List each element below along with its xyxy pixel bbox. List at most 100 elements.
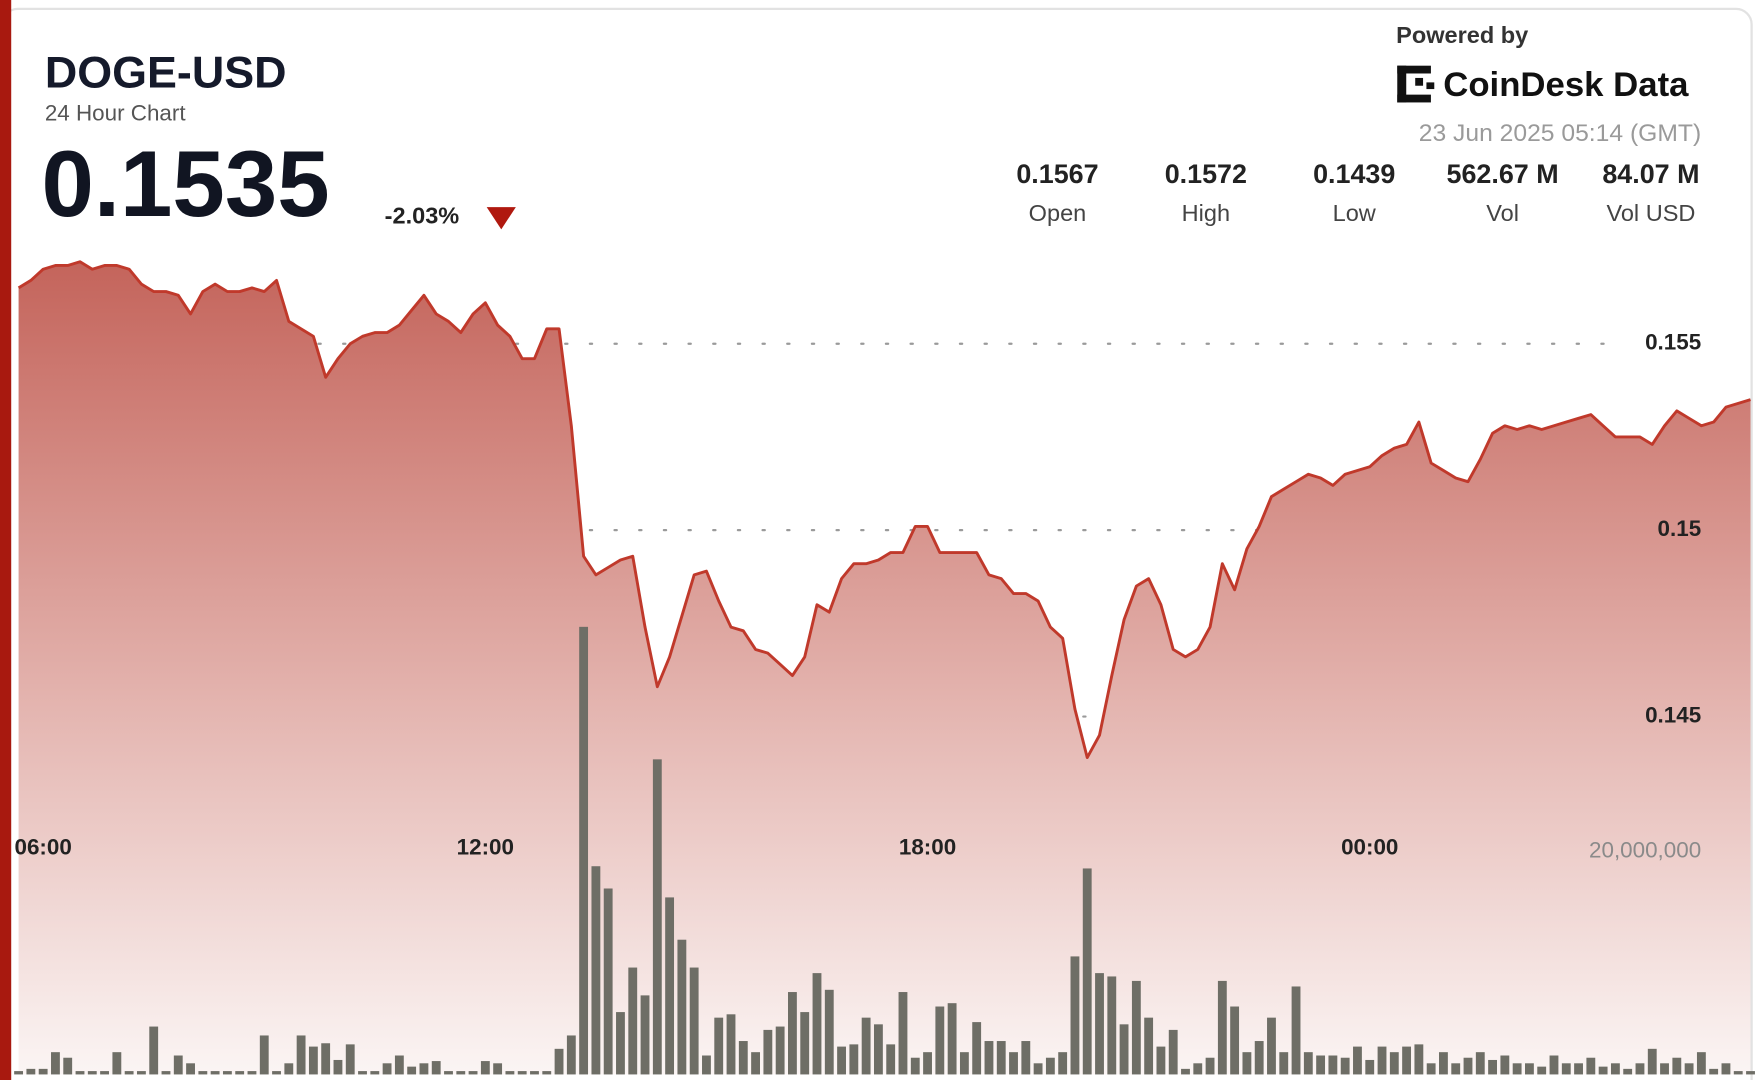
volume-bar (382, 1063, 392, 1075)
volume-bar (1598, 1066, 1608, 1075)
volume-bar (87, 1071, 97, 1075)
volume-bar (63, 1057, 73, 1075)
volume-bar (1193, 1063, 1203, 1075)
volume-bar (751, 1052, 760, 1075)
volume-bar (480, 1061, 490, 1075)
volume-bar (1021, 1041, 1031, 1075)
volume-bar (1586, 1057, 1596, 1075)
volume-bar (1512, 1063, 1522, 1075)
volume-bar (1721, 1063, 1731, 1075)
volume-bar (1709, 1068, 1719, 1075)
volume-bar (100, 1071, 109, 1075)
volume-bar (38, 1068, 48, 1075)
change: -2.03% (385, 202, 460, 228)
volume-bar (591, 866, 601, 1075)
volume-bar (1549, 1055, 1559, 1075)
x-tick-label: 18:00 (899, 834, 956, 859)
volume-bar (1672, 1057, 1682, 1075)
volume-bar (1033, 1063, 1043, 1075)
volume-bar (456, 1071, 466, 1075)
volume-bar (370, 1071, 380, 1075)
volume-bar (677, 939, 687, 1075)
volume-bar (996, 1041, 1006, 1075)
volume-bar (321, 1043, 331, 1075)
volume-bar (702, 1055, 711, 1075)
volume-bar (296, 1035, 306, 1075)
volume-bar (1168, 1029, 1178, 1075)
stat-label: Low (1333, 200, 1376, 226)
volume-bar (1623, 1068, 1633, 1075)
volume-bar (1058, 1052, 1068, 1075)
stat-value: 0.1572 (1165, 159, 1247, 189)
volume-bar (1070, 956, 1080, 1075)
volume-bar (136, 1071, 146, 1075)
stat-value: 0.1439 (1313, 159, 1395, 189)
volume-bar (210, 1071, 220, 1075)
volume-bar (1181, 1068, 1190, 1075)
y-tick-label: 0.15 (1658, 516, 1702, 541)
volume-bar (873, 1024, 883, 1075)
stat-value: 562.67 M (1447, 159, 1559, 189)
volume-bar (161, 1071, 171, 1075)
y-tick-label: 0.145 (1645, 703, 1701, 728)
volume-bar (1377, 1046, 1387, 1075)
volume-bar (51, 1052, 60, 1075)
volume-bar (235, 1071, 245, 1075)
volume-bar (788, 992, 797, 1075)
volume-bar (444, 1071, 453, 1075)
volume-bar (910, 1057, 920, 1075)
series (14, 260, 1755, 1075)
volume-bar (173, 1055, 183, 1075)
volume-bar (505, 1071, 515, 1075)
volume-bar (812, 973, 822, 1075)
volume-bar (1107, 976, 1117, 1075)
stat-label: Vol USD (1606, 200, 1695, 226)
volume-bar (849, 1044, 859, 1075)
volume-bar (824, 989, 834, 1075)
volume-bar (358, 1071, 367, 1075)
volume-bar (26, 1068, 36, 1075)
volume-bar (1561, 1063, 1571, 1075)
volume-bar (247, 1071, 257, 1075)
volume-bar (1647, 1048, 1657, 1075)
volume-bar (1267, 1017, 1276, 1075)
volume-bar (198, 1071, 208, 1075)
volume-bar (1303, 1052, 1313, 1075)
y-tick-label: 0.155 (1645, 330, 1701, 355)
subtitle: 24 Hour Chart (45, 101, 187, 126)
volume-bar (652, 759, 662, 1075)
volume-bar (222, 1071, 232, 1075)
volume-bar (394, 1055, 404, 1075)
volume-bar (1353, 1046, 1362, 1075)
volume-bar (542, 1071, 552, 1075)
volume-bar (579, 626, 589, 1075)
volume-bar (1082, 868, 1092, 1075)
volume-bar (1610, 1063, 1620, 1075)
price-area (18, 261, 1751, 1075)
volume-bar (714, 1017, 724, 1075)
stat-value: 0.1567 (1016, 159, 1098, 189)
volume-bar (530, 1071, 539, 1075)
volume-bar (1144, 1017, 1154, 1075)
volume-bar (689, 967, 699, 1075)
volume-bar (775, 1026, 785, 1075)
plot-area: 0.145 0.15 0.155 20,000,000 06:00 12:00 18:00 0… (14, 260, 1755, 1075)
volume-bar (1279, 1052, 1289, 1075)
stat-label: Open (1029, 200, 1087, 226)
timestamp: 23 Jun 2025 05:14 (GMT) (1419, 120, 1701, 147)
symbol: DOGE-USD (45, 49, 287, 98)
volume-bar (923, 1052, 932, 1075)
volume-bar (947, 1003, 957, 1075)
volume-bar (1365, 1059, 1375, 1075)
volume-bar (1635, 1063, 1645, 1075)
volume-bar (972, 1022, 982, 1075)
volume-bar (1230, 1006, 1240, 1075)
volume-bar (1316, 1055, 1326, 1075)
powered-by: Powered by (1396, 22, 1528, 48)
x-tick-label: 06:00 (14, 834, 71, 859)
volume-bar (726, 1014, 736, 1075)
volume-bar (1488, 1059, 1497, 1075)
volume-bar (1733, 1071, 1743, 1075)
volume-bar (468, 1071, 478, 1075)
